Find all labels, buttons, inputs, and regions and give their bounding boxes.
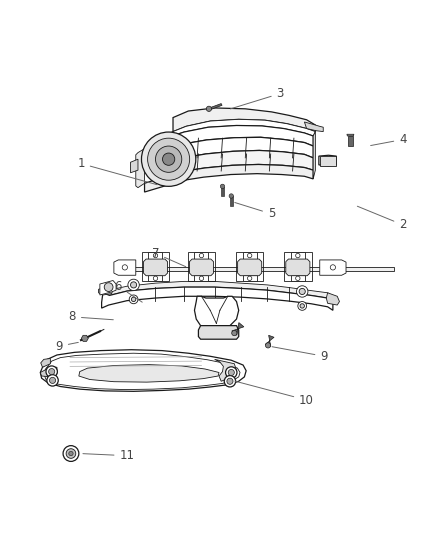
Text: 7: 7	[152, 247, 186, 266]
Polygon shape	[40, 350, 246, 391]
Circle shape	[155, 146, 182, 172]
Bar	[148, 253, 162, 259]
Polygon shape	[209, 103, 222, 110]
Bar	[243, 253, 257, 259]
Circle shape	[148, 138, 190, 180]
Circle shape	[122, 265, 127, 270]
Bar	[194, 253, 208, 259]
Circle shape	[232, 330, 237, 336]
Circle shape	[199, 253, 204, 258]
Polygon shape	[145, 165, 313, 192]
Circle shape	[199, 276, 204, 280]
Text: 10: 10	[235, 381, 314, 407]
Circle shape	[227, 378, 233, 384]
Circle shape	[69, 451, 73, 456]
Circle shape	[330, 265, 336, 270]
Polygon shape	[172, 119, 315, 136]
Polygon shape	[313, 132, 315, 179]
Circle shape	[247, 276, 252, 280]
Bar	[194, 275, 208, 281]
Polygon shape	[172, 138, 313, 161]
Polygon shape	[145, 148, 160, 174]
Circle shape	[63, 446, 79, 462]
Polygon shape	[265, 335, 274, 346]
Polygon shape	[145, 125, 313, 157]
Circle shape	[220, 184, 225, 189]
Circle shape	[131, 282, 137, 288]
Polygon shape	[131, 159, 138, 173]
Circle shape	[296, 276, 300, 280]
Polygon shape	[136, 147, 147, 188]
Polygon shape	[99, 286, 113, 295]
Text: 2: 2	[357, 206, 407, 231]
Circle shape	[49, 368, 55, 375]
Polygon shape	[304, 122, 323, 132]
Text: 11: 11	[83, 449, 134, 462]
Bar	[243, 275, 257, 281]
Circle shape	[265, 343, 271, 348]
Polygon shape	[237, 259, 261, 276]
Polygon shape	[103, 281, 333, 302]
Polygon shape	[40, 367, 57, 377]
Polygon shape	[326, 293, 339, 305]
Polygon shape	[189, 259, 214, 276]
Circle shape	[298, 302, 307, 310]
Polygon shape	[215, 359, 237, 381]
Polygon shape	[348, 136, 353, 146]
Text: 5: 5	[235, 203, 275, 221]
Circle shape	[162, 153, 175, 165]
Circle shape	[224, 376, 236, 387]
Polygon shape	[230, 197, 233, 206]
Bar	[148, 275, 162, 281]
Circle shape	[226, 367, 237, 378]
Circle shape	[228, 369, 234, 376]
Circle shape	[47, 375, 58, 386]
Circle shape	[296, 253, 300, 258]
Circle shape	[131, 297, 136, 302]
Text: 1: 1	[77, 157, 157, 185]
Circle shape	[104, 282, 113, 292]
Bar	[320, 156, 336, 166]
Polygon shape	[114, 260, 136, 275]
Circle shape	[66, 449, 76, 458]
Circle shape	[229, 194, 233, 198]
Polygon shape	[221, 187, 224, 197]
Bar	[291, 275, 305, 281]
Text: 6: 6	[114, 280, 142, 302]
Circle shape	[153, 276, 158, 280]
Text: 9: 9	[55, 340, 78, 353]
Circle shape	[128, 279, 139, 290]
Circle shape	[247, 253, 252, 258]
Text: 9: 9	[272, 347, 328, 363]
Polygon shape	[319, 155, 336, 166]
Polygon shape	[198, 326, 239, 339]
Polygon shape	[232, 322, 244, 335]
Text: 4: 4	[371, 133, 407, 146]
Polygon shape	[41, 359, 50, 367]
Circle shape	[141, 132, 196, 187]
Circle shape	[153, 253, 158, 258]
Polygon shape	[320, 260, 346, 275]
Polygon shape	[102, 287, 333, 310]
Circle shape	[49, 377, 56, 383]
Polygon shape	[79, 365, 219, 382]
Circle shape	[206, 106, 212, 111]
Circle shape	[129, 295, 138, 304]
Bar	[127, 266, 394, 271]
Polygon shape	[172, 150, 313, 174]
Circle shape	[297, 286, 308, 297]
Text: 8: 8	[69, 310, 113, 324]
Circle shape	[46, 366, 57, 377]
Polygon shape	[194, 296, 239, 329]
Circle shape	[300, 304, 304, 308]
Text: 3: 3	[230, 87, 284, 109]
Polygon shape	[143, 259, 167, 276]
Circle shape	[299, 288, 305, 295]
Polygon shape	[347, 134, 354, 136]
Polygon shape	[100, 280, 116, 295]
Polygon shape	[173, 108, 315, 132]
Bar	[291, 253, 305, 259]
Polygon shape	[81, 335, 88, 341]
Polygon shape	[286, 259, 310, 276]
